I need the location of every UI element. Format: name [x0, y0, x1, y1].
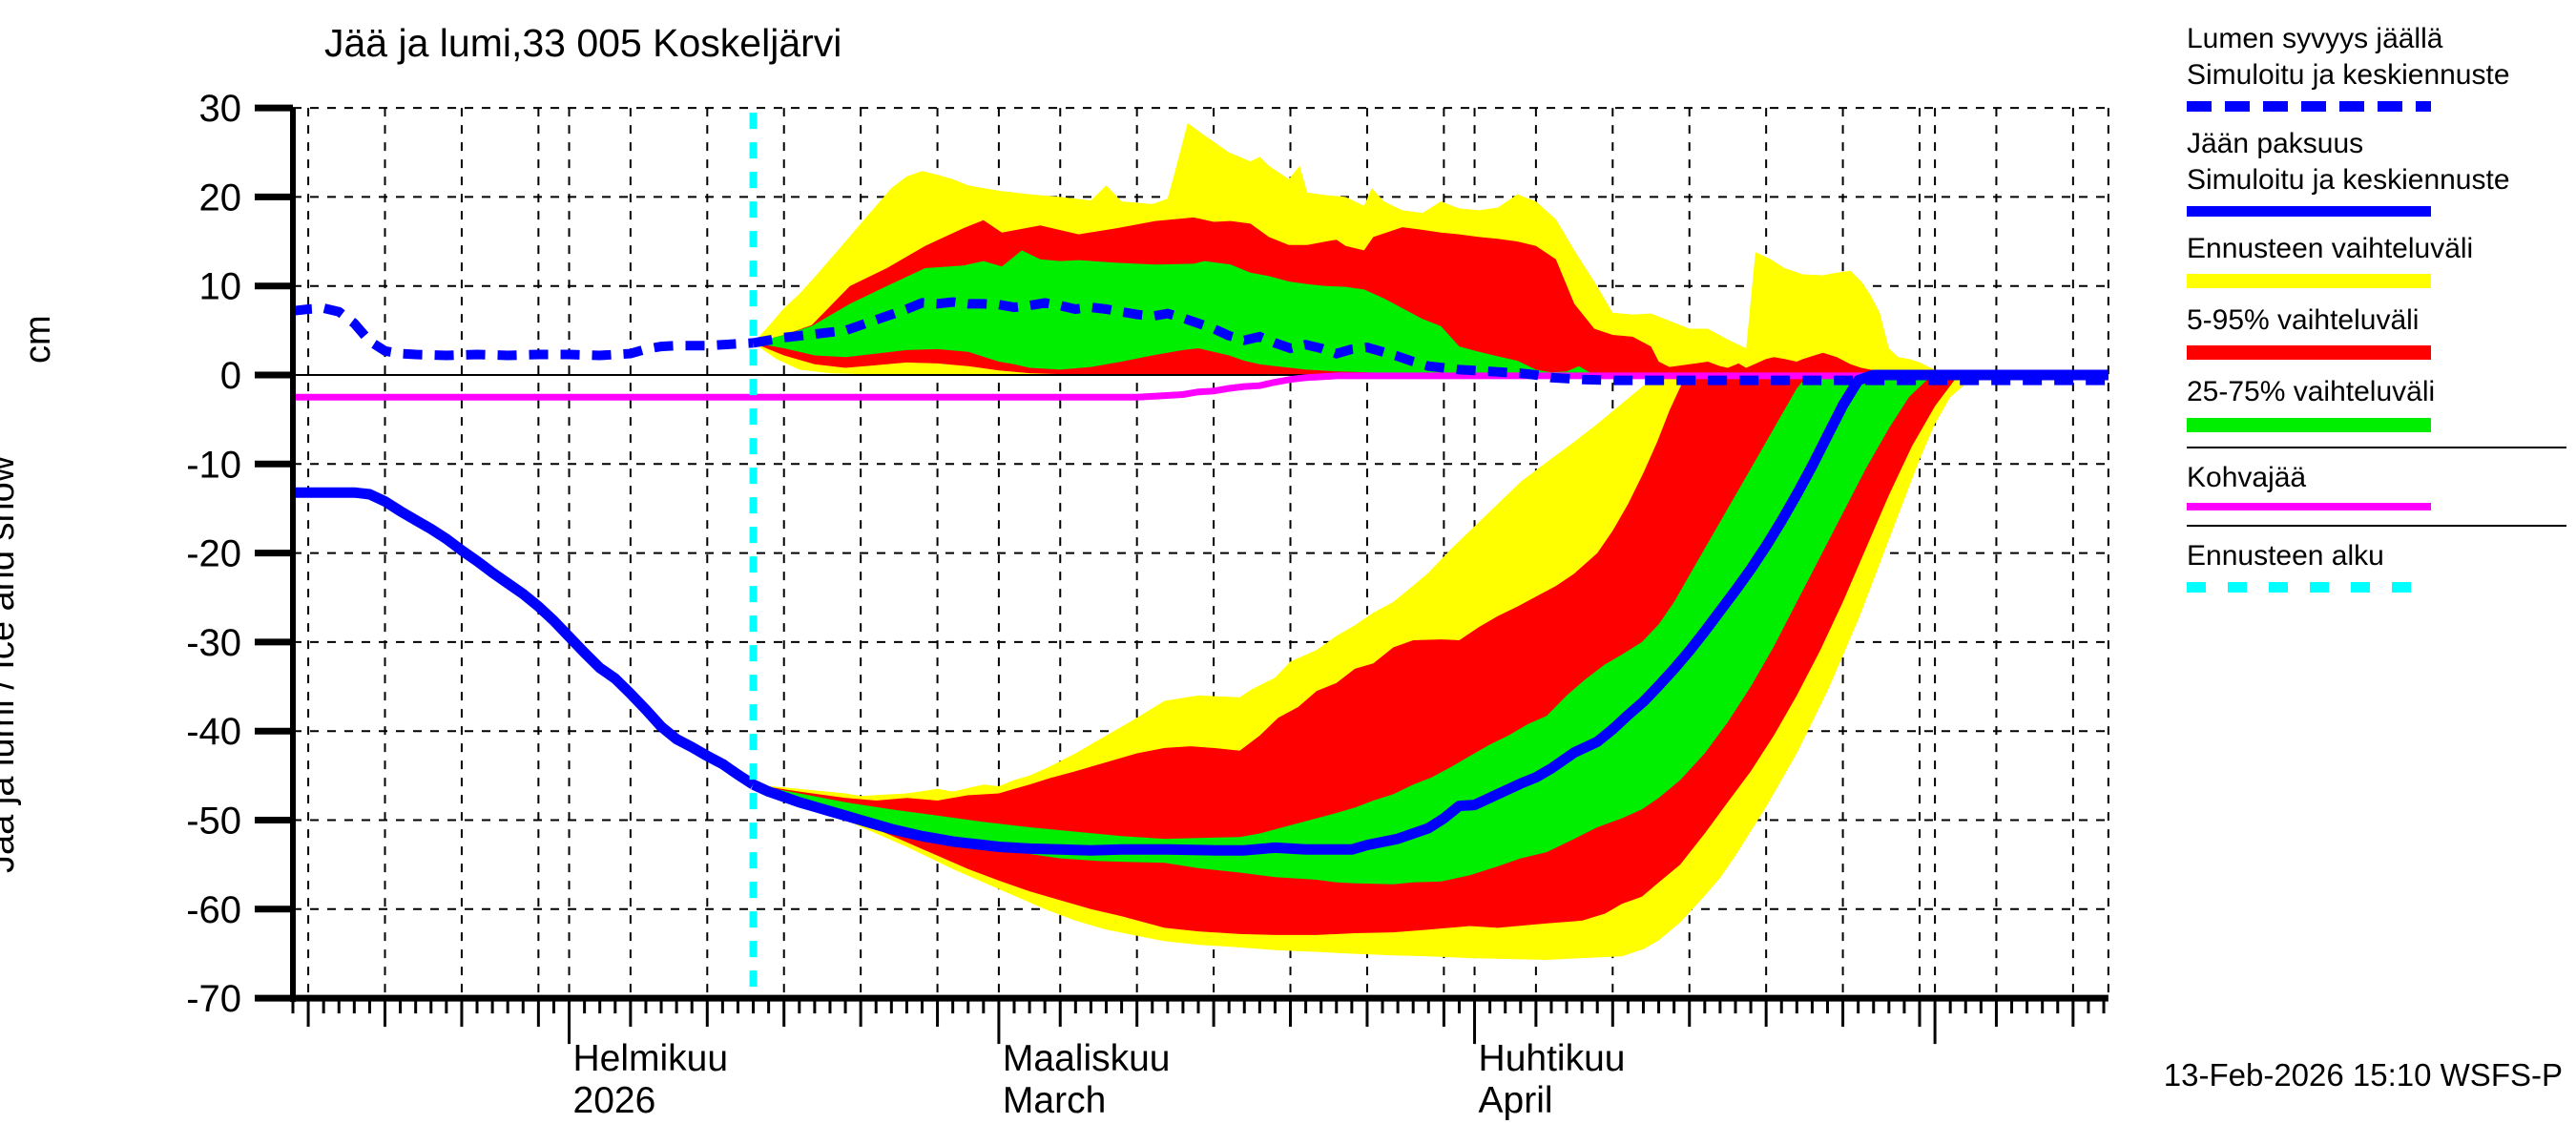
y-tick-label: -20: [186, 533, 241, 575]
band-ice-25-75: [753, 375, 2012, 885]
legend-label: Ennusteen vaihteluväli: [2187, 232, 2474, 264]
y-tick-label: -10: [186, 444, 241, 486]
legend-swatch-range-25-75: [2187, 417, 2431, 432]
y-tick-label: -60: [186, 889, 241, 931]
legend-item-range-5-95: 5-95% vaihteluväli: [2187, 302, 2566, 361]
y-tick-label: 10: [199, 266, 242, 308]
y-tick-label: -70: [186, 978, 241, 1020]
legend-sublabel: Simuloitu ja keskiennuste: [2187, 59, 2510, 92]
band-ice-5-95: [753, 375, 2012, 935]
ice-history-line: [293, 487, 757, 789]
legend-item-range-25-75: 25-75% vaihteluväli: [2187, 374, 2566, 432]
x-month-sublabel: April: [1479, 1080, 1553, 1121]
legend-item-snow-depth: Lumen syvyys jäällä Simuloitu ja keskienn…: [2187, 21, 2566, 112]
x-month-sublabel: March: [1003, 1080, 1106, 1121]
legend-swatch-ice-thickness: [2187, 205, 2431, 217]
legend-swatch-range-5-95: [2187, 345, 2431, 361]
legend-item-ice-thickness: Jään paksuus Simuloitu ja keskiennuste: [2187, 126, 2566, 217]
snow-history-line: [292, 302, 754, 361]
legend-label: Ennusteen alku: [2187, 540, 2384, 572]
x-month-label: Helmikuu: [573, 1038, 729, 1079]
band-snow-25-75: [753, 250, 2012, 375]
legend-sublabel: Simuloitu ja keskiennuste: [2187, 164, 2510, 197]
legend-item-forecast-start: Ennusteen alku: [2187, 525, 2566, 593]
legend-swatch-forecast-start: [2187, 581, 2431, 593]
legend-label: 25-75% vaihteluväli: [2187, 376, 2436, 408]
legend: Lumen syvyys jäällä Simuloitu ja keskienn…: [2187, 21, 2566, 607]
x-month-sublabel: 2026: [573, 1080, 656, 1121]
legend-swatch-snow-depth: [2187, 100, 2431, 112]
legend-swatch-forecast-range: [2187, 273, 2431, 288]
legend-label: Lumen syvyys jäällä: [2187, 23, 2443, 54]
legend-label: Jään paksuus: [2187, 127, 2364, 159]
x-month-label: Huhtikuu: [1479, 1038, 1626, 1079]
y-tick-label: 20: [199, 177, 242, 219]
legend-item-forecast-range: Ennusteen vaihteluväli: [2187, 231, 2566, 288]
timestamp: 13-Feb-2026 15:10 WSFS-P: [2163, 1057, 2563, 1093]
y-tick-label: -50: [186, 801, 241, 843]
y-tick-label: 0: [220, 355, 241, 397]
y-axis-unit-label: cm: [18, 315, 58, 364]
legend-item-frazil-ice: Kohvajää: [2187, 446, 2566, 511]
legend-label: 5-95% vaihteluväli: [2187, 303, 2420, 336]
y-tick-label: 30: [199, 88, 242, 130]
chart-title: Jää ja lumi,33 005 Koskeljärvi: [324, 21, 842, 65]
kohvajaa-line: [293, 372, 2109, 401]
ice-forecast-line: [751, 369, 2109, 856]
y-axis-label: Jää ja lumi / Ice and snow: [0, 455, 22, 873]
y-tick-label: -40: [186, 711, 241, 753]
x-month-label: Maaliskuu: [1003, 1038, 1171, 1079]
legend-swatch-frazil-ice: [2187, 503, 2431, 511]
y-tick-label: -30: [186, 622, 241, 664]
legend-label: Kohvajää: [2187, 461, 2307, 493]
